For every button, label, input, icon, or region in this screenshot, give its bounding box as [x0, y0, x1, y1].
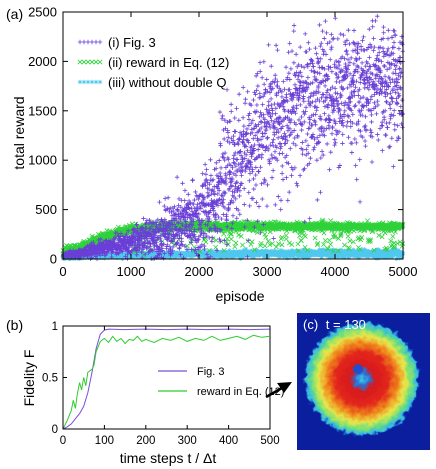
panel-c-label: (c) t = 130 — [303, 317, 366, 332]
panel-b-ytick: 1 — [52, 321, 58, 333]
panel-a-ytick: 1000 — [28, 153, 57, 168]
panel-a-ytick: 500 — [35, 202, 57, 217]
panel-b-series-reward-eq12-line — [62, 334, 271, 430]
panel-a-xtick: 1000 — [117, 264, 146, 279]
legend-entry-fig3: (i) Fig. 3 — [108, 35, 156, 50]
panel-b-ytick: 0 — [52, 424, 58, 436]
panel-a-plot-frame — [62, 11, 404, 260]
panel-b-line-chart: (b) 0 100 200 300 400 500 0 0.5 1 Fidelity F tim… — [6, 317, 284, 466]
panel-b-ylabel-text: Fidelity F — [21, 350, 37, 407]
legend-entry-fig3-b: Fig. 3 — [197, 366, 225, 378]
legend-entry-without-double-q: (iii) without double Q — [108, 75, 227, 90]
arrow-to-panel-c — [265, 382, 292, 399]
heatmap-hole — [353, 364, 363, 374]
panel-b-label: (b) — [6, 317, 23, 333]
panel-a-ytick: 0 — [50, 252, 57, 267]
panel-c-label-text: (c) — [303, 317, 318, 332]
panel-a-xtick: 3000 — [253, 264, 282, 279]
panel-b-ylabel: Fidelity F — [21, 350, 37, 407]
panel-b-ticks: 0 100 200 300 400 500 0 0.5 1 — [42, 321, 280, 447]
legend-swatch-fig3 — [77, 39, 103, 45]
panel-a-xtick: 0 — [59, 264, 66, 279]
series-0-points — [60, 13, 406, 262]
panel-a-ylabel: total reward — [11, 96, 27, 169]
panel-a-legend: (i) Fig. 3 (ii) reward in Eq. (12) (iii)… — [77, 35, 229, 90]
panel-b-series-fig3-line — [62, 328, 271, 430]
panel-a-ytick: 2000 — [28, 54, 57, 69]
panel-b-xtick: 200 — [136, 435, 155, 447]
panel-a-ticks: 0 1000 2000 3000 4000 5000 0 500 1000 1500 2000 250… — [28, 5, 417, 280]
panel-b-xtick: 100 — [95, 435, 114, 447]
panel-a-ytick: 1500 — [28, 103, 57, 118]
panel-a-label: (a) — [6, 6, 23, 22]
panel-a-xtick: 5000 — [389, 264, 418, 279]
panel-b-ytick: 0.5 — [42, 373, 58, 385]
legend-entry-reward-eq12-b: reward in Eq. (12) — [197, 386, 284, 398]
panel-a-xtick: 2000 — [185, 264, 214, 279]
panel-b-legend: Fig. 3 reward in Eq. (12) — [158, 366, 284, 398]
heatmap-density-blob — [304, 321, 420, 437]
legend-swatch-reward-eq12 — [77, 59, 103, 65]
panel-b-xlabel: time steps t / Δt — [120, 450, 217, 466]
panel-b-xtick: 0 — [60, 435, 66, 447]
panel-a-points — [60, 13, 406, 262]
panel-a-xtick: 4000 — [321, 264, 350, 279]
panel-b-xtick: 400 — [219, 435, 238, 447]
panel-a-xlabel: episode — [215, 288, 264, 304]
legend-entry-reward-eq12: (ii) reward in Eq. (12) — [108, 55, 229, 70]
panel-b-xtick: 300 — [178, 435, 197, 447]
panel-c-title: t = 130 — [326, 317, 366, 332]
panel-c-density-heatmap: (c) t = 130 — [297, 313, 430, 450]
panel-b-plot-frame — [62, 325, 271, 430]
panel-b-xtick: 500 — [260, 435, 279, 447]
panel-a-ytick: 2500 — [28, 5, 57, 20]
panel-a-scatter-chart: (a) 0 1000 2000 3000 4000 5000 0 500 1000 1500 200… — [6, 5, 417, 305]
legend-swatch-without-double-q — [77, 79, 103, 85]
